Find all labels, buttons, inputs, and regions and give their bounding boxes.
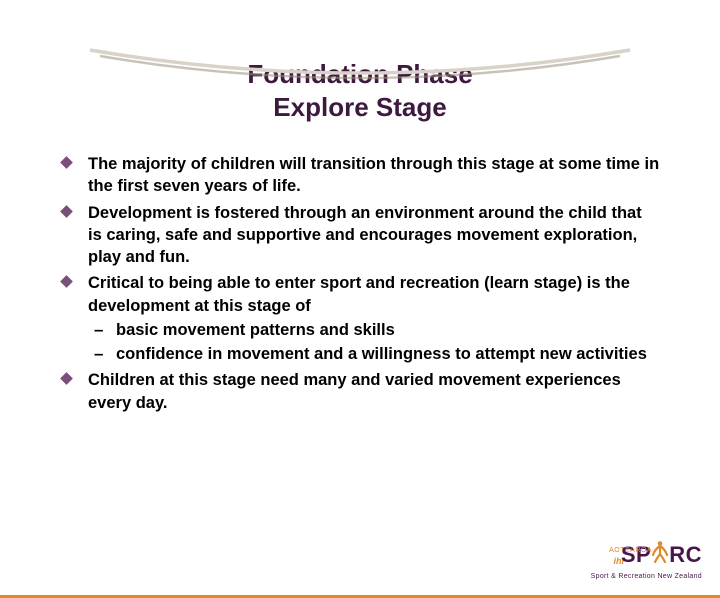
diamond-bullet-icon — [60, 205, 73, 218]
sparc-logo: ihi SP RC Sport & Recreation New Zealand… — [582, 526, 702, 586]
sub-list-item: basic movement patterns and skills — [88, 319, 660, 341]
logo-text-before: SP — [621, 542, 651, 567]
sub-list-item: confidence in movement and a willingness… — [88, 343, 660, 365]
bullet-text: Critical to being able to enter sport an… — [88, 274, 630, 314]
logo-text-after: RC — [669, 542, 702, 567]
logo-main-text: SP RC — [621, 542, 702, 568]
list-item: Development is fostered through an envir… — [60, 202, 660, 269]
list-item: Critical to being able to enter sport an… — [60, 272, 660, 365]
title-line-1: Foundation Phase — [247, 59, 472, 89]
diamond-bullet-icon — [60, 373, 73, 386]
bullet-text: The majority of children will transition… — [88, 155, 659, 195]
list-item: The majority of children will transition… — [60, 153, 660, 198]
title-line-2: Explore Stage — [273, 92, 446, 122]
diamond-bullet-icon — [60, 275, 73, 288]
sub-bullet-text: basic movement patterns and skills — [116, 321, 395, 339]
bullet-list: The majority of children will transition… — [60, 153, 660, 414]
slide-title: Foundation Phase Explore Stage — [0, 58, 720, 123]
sub-bullet-list: basic movement patterns and skills confi… — [88, 319, 660, 366]
sub-bullet-text: confidence in movement and a willingness… — [116, 345, 647, 363]
logo-aotearoa-text: AOTEAROA — [609, 547, 652, 554]
diamond-bullet-icon — [60, 156, 73, 169]
content-area: The majority of children will transition… — [60, 153, 660, 414]
bullet-text: Development is fostered through an envir… — [88, 204, 642, 267]
logo-subtitle: Sport & Recreation New Zealand — [591, 573, 702, 580]
bullet-text: Children at this stage need many and var… — [88, 371, 621, 411]
list-item: Children at this stage need many and var… — [60, 369, 660, 414]
